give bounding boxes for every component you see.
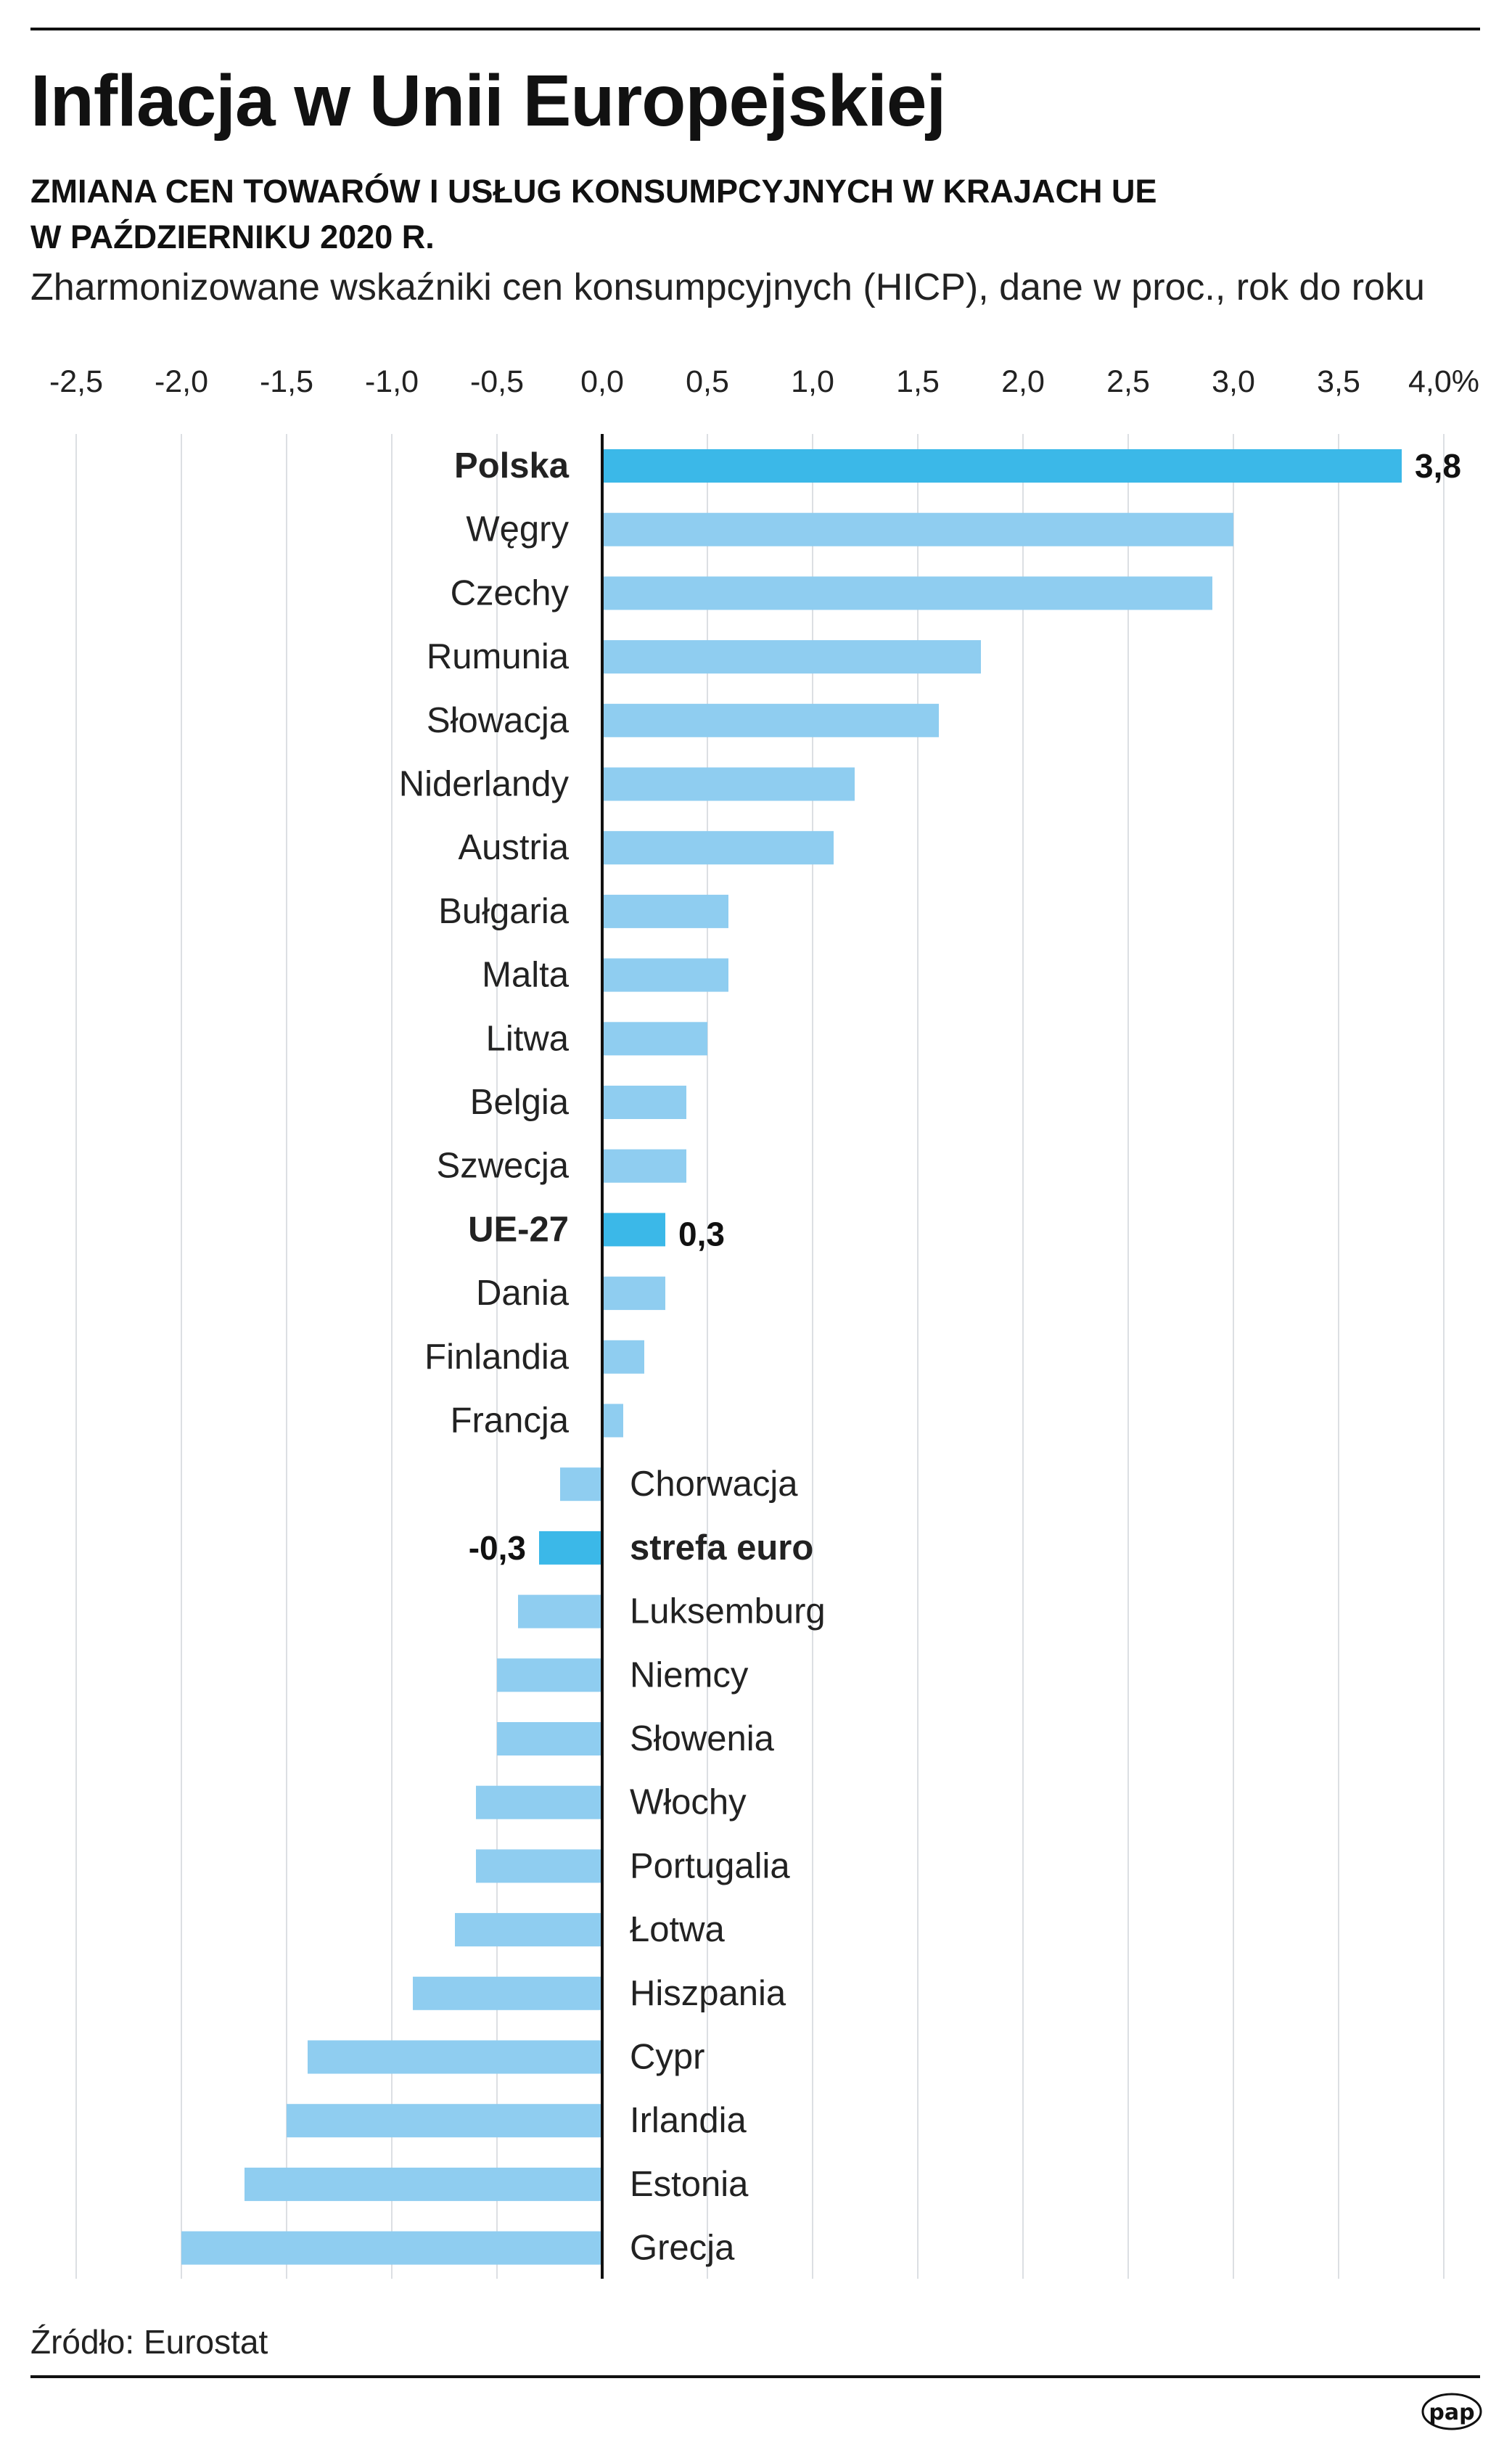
category-label: Luksemburg <box>630 1592 826 1631</box>
bar-czechy <box>602 576 1212 610</box>
category-label: Estonia <box>630 2165 749 2204</box>
source-note: Źródło: Eurostat <box>30 2323 268 2361</box>
bottom-rule <box>30 2375 1480 2378</box>
bar-słowenia <box>497 1722 602 1755</box>
bar-słowacja <box>602 703 939 737</box>
bar-malta <box>602 958 728 992</box>
category-label: Francja <box>451 1401 570 1441</box>
category-label: Włochy <box>630 1783 747 1822</box>
category-label: Słowenia <box>630 1719 775 1758</box>
category-label: Grecja <box>630 2229 735 2268</box>
x-tick-label: -2,5 <box>49 364 103 399</box>
x-tick-label: 2,0 <box>1001 364 1045 399</box>
bar-włochy <box>476 1785 602 1819</box>
bar-litwa <box>602 1022 707 1056</box>
bar-strefa-euro <box>539 1531 602 1565</box>
x-tick-label: -2,0 <box>155 364 208 399</box>
x-tick-label: 2,5 <box>1106 364 1150 399</box>
bar-estonia <box>245 2167 602 2201</box>
bar-grecja <box>181 2231 602 2265</box>
bar-austria <box>602 831 834 865</box>
bar-finlandia <box>602 1340 644 1374</box>
category-label: Finlandia <box>424 1337 570 1377</box>
pap-logo: pap <box>1421 2393 1482 2430</box>
category-label: Cypr <box>630 2038 704 2077</box>
bar-dania <box>602 1277 665 1311</box>
bar-irlandia <box>287 2104 602 2138</box>
bar-francja <box>602 1404 623 1438</box>
x-tick-label: 1,5 <box>896 364 940 399</box>
top-rule <box>30 28 1480 30</box>
bar-węgry <box>602 512 1233 546</box>
bar-bułgaria <box>602 894 728 928</box>
bar-belgia <box>602 1086 686 1119</box>
category-label: UE-27 <box>468 1210 569 1249</box>
x-tick-label: -1,0 <box>365 364 419 399</box>
category-label: Polska <box>454 446 570 486</box>
category-label: Czechy <box>451 573 570 612</box>
bar-hiszpania <box>413 1976 602 2010</box>
bar-szwecja <box>602 1149 686 1183</box>
category-label: Austria <box>458 828 569 867</box>
bar-niderlandy <box>602 767 855 801</box>
x-tick-label: 4,0% <box>1408 364 1479 399</box>
category-label: Łotwa <box>630 1910 726 1949</box>
chart-title: Inflacja w Unii Europejskiej <box>30 60 946 142</box>
category-label: Rumunia <box>427 637 570 676</box>
category-label: Dania <box>476 1274 570 1313</box>
category-label: Hiszpania <box>630 1974 786 2013</box>
category-label: Chorwacja <box>630 1464 798 1504</box>
x-tick-label: -0,5 <box>470 364 524 399</box>
data-label: 0,3 <box>678 1215 725 1253</box>
category-label: Niemcy <box>630 1655 749 1695</box>
x-tick-label: 3,0 <box>1212 364 1255 399</box>
x-tick-label: 0,0 <box>580 364 624 399</box>
chart-subtitle-line2: W PAŹDZIERNIKU 2020 R. <box>30 218 435 255</box>
category-label: Niderlandy <box>399 765 570 804</box>
chart-description: Zharmonizowane wskaźniki cen konsumpcyjn… <box>30 266 1425 308</box>
bar-luksemburg <box>518 1594 602 1628</box>
category-label: Szwecja <box>437 1147 570 1186</box>
data-label: -0,3 <box>469 1529 526 1567</box>
category-label: Belgia <box>470 1083 570 1122</box>
chart-subtitle-line1: ZMIANA CEN TOWARÓW I USŁUG KONSUMPCYJNYC… <box>30 173 1157 210</box>
category-label: strefa euro <box>630 1528 813 1568</box>
data-label: 3,8 <box>1415 447 1461 485</box>
category-label: Bułgaria <box>438 892 570 931</box>
category-label: Węgry <box>466 510 569 549</box>
x-tick-label: -1,5 <box>260 364 313 399</box>
bar-cypr <box>308 2040 602 2074</box>
bar-ue-27 <box>602 1213 665 1247</box>
x-tick-label: 3,5 <box>1317 364 1360 399</box>
category-label: Litwa <box>486 1019 570 1058</box>
category-label: Irlandia <box>630 2101 747 2140</box>
x-tick-label: 1,0 <box>791 364 834 399</box>
bar-portugalia <box>476 1849 602 1883</box>
bar-niemcy <box>497 1658 602 1692</box>
category-label: Słowacja <box>427 701 570 740</box>
x-tick-label: 0,5 <box>686 364 729 399</box>
category-label: Portugalia <box>630 1846 790 1885</box>
bar-polska <box>602 449 1402 483</box>
category-label: Malta <box>482 956 570 995</box>
bar-łotwa <box>455 1913 602 1947</box>
bar-chorwacja <box>560 1467 602 1501</box>
svg-text:pap: pap <box>1429 2400 1474 2425</box>
bar-rumunia <box>602 640 981 674</box>
